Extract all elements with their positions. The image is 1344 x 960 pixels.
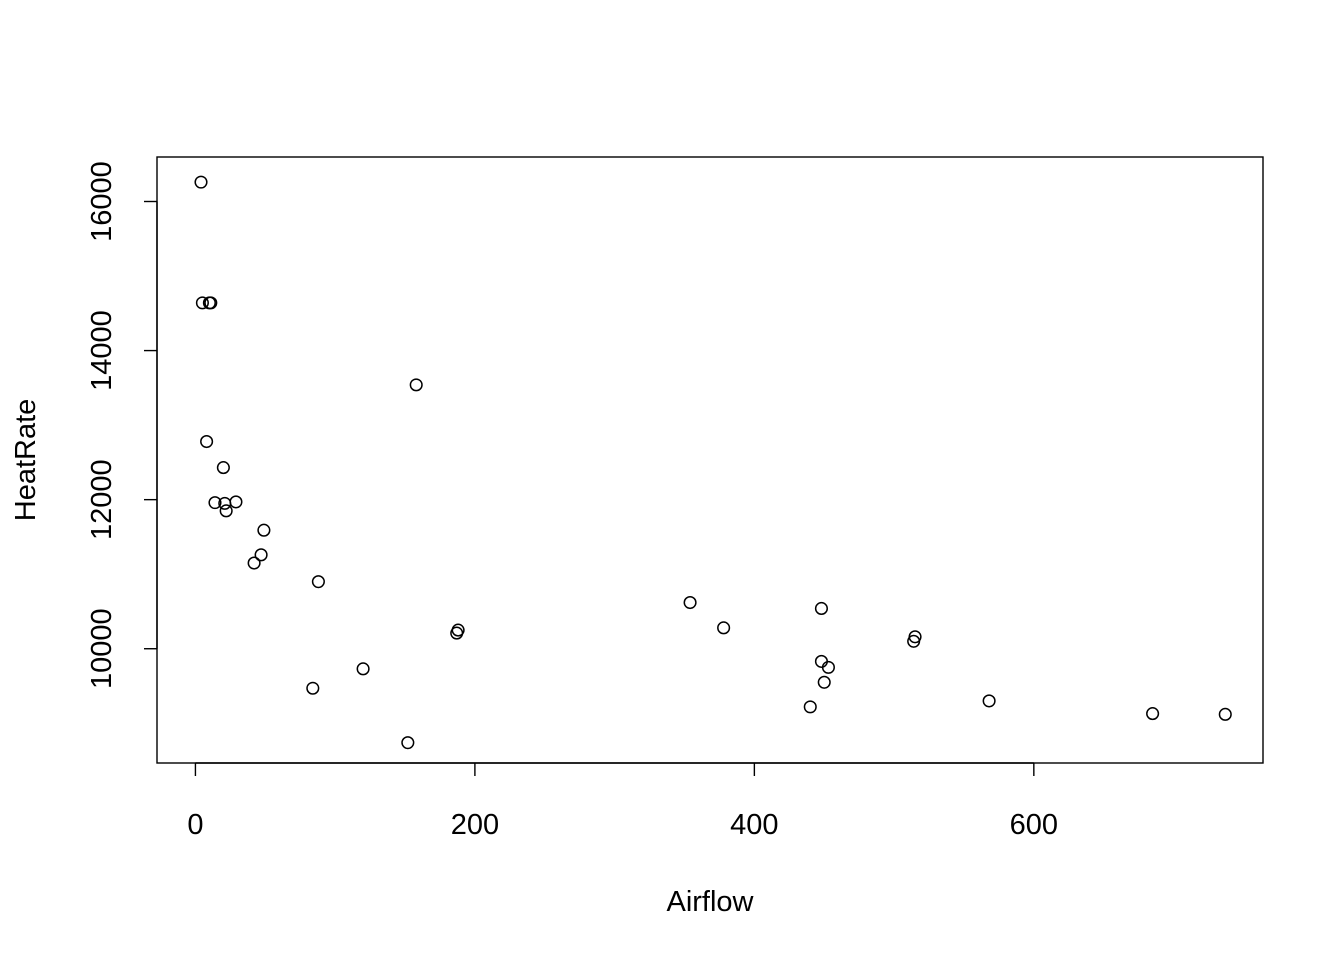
- data-point: [194, 175, 208, 189]
- data-point: [401, 736, 415, 750]
- data-point: [229, 495, 243, 509]
- data-point: [717, 621, 731, 635]
- y-tick-label: 10000: [86, 608, 118, 689]
- data-point: [803, 700, 817, 714]
- x-tick-label: 0: [187, 809, 203, 841]
- data-point: [195, 296, 209, 310]
- data-point: [200, 434, 214, 449]
- data-point: [683, 595, 697, 610]
- data-point: [247, 556, 261, 570]
- data-point: [814, 601, 828, 616]
- data-point: [216, 461, 230, 475]
- data-point: [306, 681, 320, 695]
- data-point: [311, 575, 325, 589]
- data-points: [194, 175, 1232, 750]
- data-point: [907, 634, 921, 648]
- data-point: [817, 675, 831, 689]
- data-point: [219, 504, 233, 518]
- data-point: [450, 626, 464, 640]
- data-point: [254, 548, 268, 562]
- data-point: [982, 694, 996, 708]
- data-point: [356, 662, 370, 676]
- x-tick-label: 400: [730, 809, 778, 841]
- data-point: [257, 523, 271, 537]
- y-tick-label: 14000: [86, 310, 118, 391]
- data-point: [208, 496, 222, 510]
- data-point: [1218, 707, 1232, 721]
- x-axis-label: Airflow: [666, 886, 754, 918]
- x-tick-label: 200: [451, 809, 499, 841]
- y-axis-label: HeatRate: [10, 399, 42, 522]
- x-tick-label: 600: [1010, 809, 1058, 841]
- data-point: [204, 296, 218, 310]
- x-axis-ticks: 0 200 400 600: [187, 763, 1058, 841]
- y-tick-label: 12000: [86, 459, 118, 540]
- y-tick-label: 16000: [86, 161, 118, 242]
- data-point: [821, 660, 835, 674]
- data-point: [1146, 707, 1160, 721]
- data-point: [409, 378, 423, 392]
- y-axis-ticks: 10000 12000 14000 16000: [86, 161, 157, 689]
